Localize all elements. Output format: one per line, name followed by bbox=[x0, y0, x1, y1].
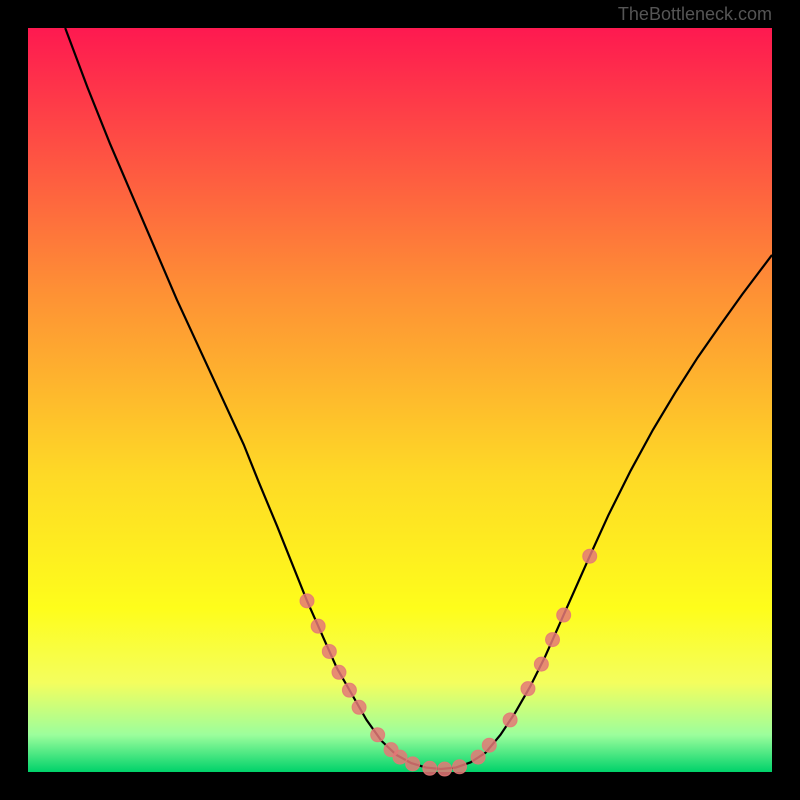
plot-gradient-area bbox=[28, 28, 772, 772]
chart-frame: TheBottleneck.com bbox=[0, 0, 800, 800]
watermark-text: TheBottleneck.com bbox=[618, 4, 772, 25]
